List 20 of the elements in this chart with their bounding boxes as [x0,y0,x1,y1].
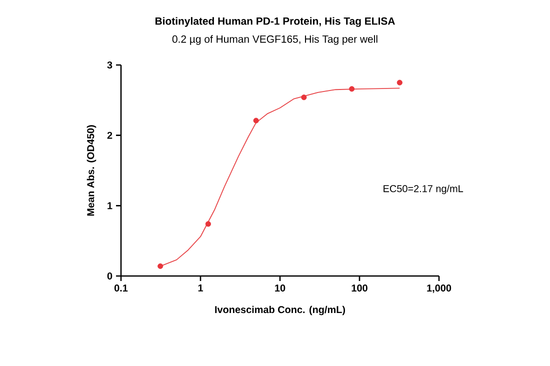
y-tick-label: 3 [107,61,112,69]
y-axis-title: Mean Abs. (OD450) [86,125,96,216]
y-tick-label: 2 [107,132,112,139]
point [396,80,402,86]
y-tick-label: 0 [107,272,112,280]
annotation: EC50=2.17 ng/mL [384,184,464,194]
x-tick-label: 1 [198,284,203,292]
x-tick-label: 10 [275,284,286,292]
x-tick-label: 1,000 [427,284,452,294]
y-tick-label: 1 [108,202,112,210]
point [301,94,307,100]
chart-title: Biotinylated Human PD-1 Protein, His Tag ELISA [155,17,395,27]
chart-subtitle: 0.2 µg of Human VEGF165, His Tag per well [172,35,378,45]
x-tick-label: 0.1 [114,284,128,292]
point [349,86,355,92]
point [158,263,164,269]
x-axis-title: Ivonescimab Conc. (ng/mL) [215,306,346,316]
point [205,221,211,227]
point [253,118,259,124]
x-tick-label: 100 [352,284,368,292]
